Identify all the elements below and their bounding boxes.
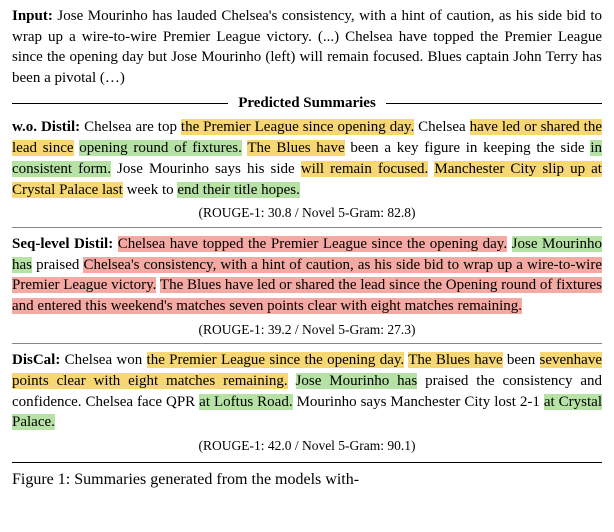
text-fragment: will remain focused. [301, 161, 429, 177]
input-label: Input: [12, 8, 53, 24]
text-fragment: praised [32, 257, 83, 273]
separator-3 [12, 462, 602, 463]
text-fragment [288, 373, 296, 389]
text-fragment: The Blues have [247, 140, 344, 156]
wo-distil-label: w.o. Distil: [12, 119, 80, 135]
text-fragment: Jose Mourinho says his side [111, 161, 301, 177]
seq-distil-metrics: (ROUGE-1: 39.2 / Novel 5-Gram: 27.3) [12, 321, 602, 340]
discal-block: DisCal: Chelsea won the Premier League s… [12, 350, 602, 433]
text-fragment: Mourinho says Manchester City lost 2-1 [293, 394, 544, 410]
text-fragment: at Loftus Road. [199, 394, 292, 410]
wo-distil-block: w.o. Distil: Chelsea are top the Premier… [12, 117, 602, 200]
text-fragment: Jose Mourinho has [296, 373, 418, 389]
text-fragment [507, 236, 512, 252]
separator-2 [12, 343, 602, 344]
predicted-summaries-divider: Predicted Summaries [12, 93, 602, 114]
discal-label: DisCal: [12, 352, 60, 368]
divider-line-left [12, 103, 228, 104]
wo-distil-metrics: (ROUGE-1: 30.8 / Novel 5-Gram: 82.8) [12, 204, 602, 223]
discal-metrics: (ROUGE-1: 42.0 / Novel 5-Gram: 90.1) [12, 437, 602, 456]
wo-distil-text: Chelsea are top the Premier League since… [12, 119, 602, 197]
seq-distil-label: Seq-level Distil: [12, 236, 113, 252]
text-fragment: been [503, 352, 540, 368]
text-fragment: the Premier League since the opening day… [147, 352, 405, 368]
text-fragment: Chelsea won [60, 352, 146, 368]
discal-text: Chelsea won the Premier League since the… [12, 352, 602, 430]
predicted-summaries-title: Predicted Summaries [228, 93, 386, 114]
figure-caption: Figure 1: Summaries generated from the m… [12, 469, 602, 491]
separator-1 [12, 227, 602, 228]
text-fragment: Chelsea are top [80, 119, 181, 135]
input-text: Jose Mourinho has lauded Chelsea's consi… [12, 8, 602, 86]
text-fragment: Chelsea have topped the Premier League s… [118, 236, 507, 252]
text-fragment: opening round of fixtures. [79, 140, 242, 156]
text-fragment: The Blues have [408, 352, 502, 368]
divider-line-right [386, 103, 602, 104]
text-fragment: end their title hopes. [177, 182, 299, 198]
text-fragment: been a key figure in keeping the [345, 140, 555, 156]
text-fragment: Chelsea [414, 119, 469, 135]
seq-distil-block: Seq-level Distil: Chelsea have topped th… [12, 234, 602, 317]
text-fragment: week to [123, 182, 178, 198]
input-block: Input: Jose Mourinho has lauded Chelsea'… [12, 6, 602, 89]
text-fragment: the Premier League since opening day. [181, 119, 414, 135]
text-fragment: side [555, 140, 591, 156]
